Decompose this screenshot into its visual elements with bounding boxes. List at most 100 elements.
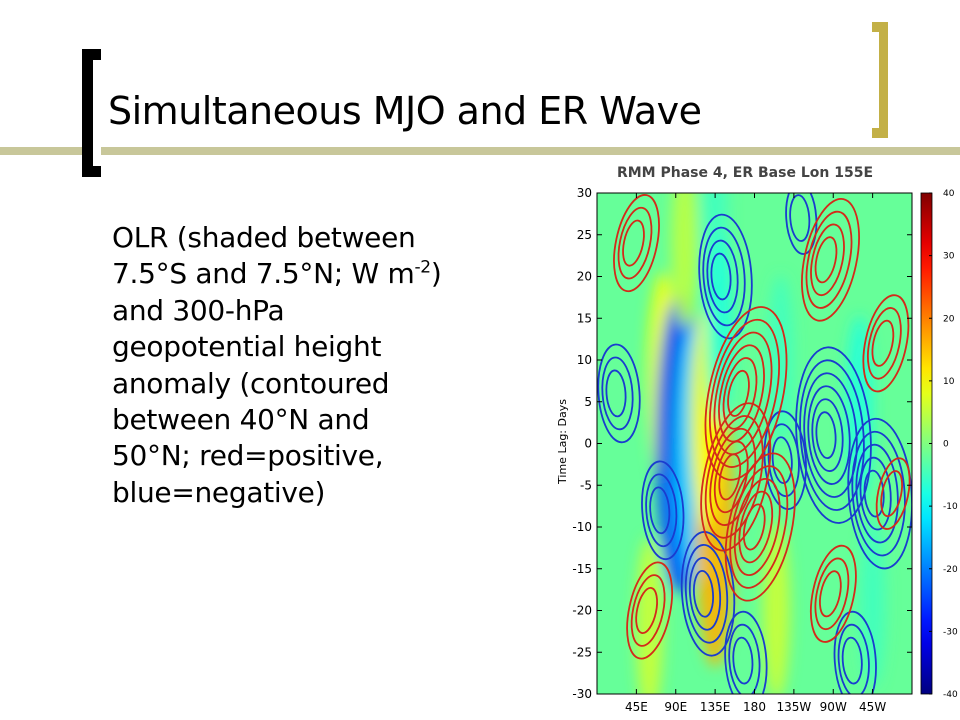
body-line: OLR (shaded between: [112, 221, 416, 254]
positive-height-contour: [713, 331, 773, 456]
positive-height-contour: [880, 470, 903, 518]
slide-title: Simultaneous MJO and ER Wave: [108, 89, 702, 133]
colorbar-tick-label: -20: [943, 565, 958, 575]
negative-height-contour: [763, 410, 807, 511]
negative-height-contour: [641, 460, 685, 561]
body-line: 7.5°S and 7.5°N; W m-2): [112, 257, 442, 291]
negative-height-contour: [684, 543, 729, 644]
negative-height-contour: [692, 569, 715, 618]
x-tick-label: 45W: [859, 700, 886, 714]
body-line: and 300-hPa: [112, 293, 285, 327]
negative-height-contour: [789, 194, 811, 242]
x-tick-label: 90E: [664, 700, 687, 714]
y-tick-label: 20: [577, 270, 592, 284]
positive-height-contour: [809, 544, 857, 643]
negative-height-contour: [785, 193, 818, 255]
positive-height-contour: [718, 453, 742, 501]
negative-height-contour: [597, 343, 641, 444]
colorbar-tick-label: 20: [943, 314, 955, 324]
x-tick-label: 45E: [625, 700, 648, 714]
body-line: 50°N; red=positive,: [112, 439, 384, 473]
y-tick-label: 5: [584, 395, 592, 409]
positive-height-contour: [635, 587, 658, 634]
negative-height-contour: [649, 486, 671, 535]
positive-height-contour: [810, 223, 845, 297]
negative-height-contour: [728, 623, 761, 694]
positive-height-contour: [724, 452, 796, 602]
negative-height-contour: [601, 356, 634, 431]
negative-height-contour: [605, 369, 627, 418]
body-line: between 40°N and: [112, 403, 370, 437]
positive-height-contour: [871, 319, 895, 367]
superscript: -2: [414, 258, 431, 279]
olr-shading: [635, 193, 886, 694]
positive-height-contour: [801, 198, 860, 322]
olr-anomaly: [762, 520, 790, 694]
positive-height-contour: [814, 236, 838, 284]
positive-height-contour: [622, 219, 645, 267]
y-tick-label: 25: [577, 228, 592, 242]
y-tick-label: -20: [572, 604, 592, 618]
positive-height-contour: [805, 210, 853, 309]
y-tick-label: -10: [572, 520, 592, 534]
negative-height-contour: [706, 239, 739, 314]
positive-height-contour: [742, 503, 766, 551]
colorbar-tick-label: 30: [943, 252, 955, 262]
positive-height-contour: [875, 457, 911, 530]
positive-height-contour: [727, 369, 750, 417]
negative-height-contour: [833, 610, 877, 694]
x-tick-label: 180: [743, 700, 766, 714]
x-tick-label: 135E: [700, 700, 731, 714]
positive-height-contour: [630, 574, 666, 647]
y-axis-label: Time Lag: Days: [556, 399, 569, 485]
colorbar-tick-label: -40: [943, 690, 958, 700]
negative-height-contour: [698, 213, 753, 340]
colorbar-tick-label: -10: [943, 502, 958, 512]
negative-height-contour: [724, 610, 768, 694]
positive-height-contour: [700, 402, 772, 552]
negative-height-contour: [803, 372, 858, 498]
colorbar-tick-label: 40: [943, 189, 955, 199]
y-tick-label: -30: [572, 687, 592, 701]
positive-height-contour: [722, 357, 758, 430]
olr-anomaly: [671, 193, 698, 329]
y-tick-label: 0: [584, 437, 592, 451]
chart-title: RMM Phase 4, ER Base Lon 155E: [616, 165, 874, 181]
body-line: anomaly (contoured: [112, 366, 390, 400]
positive-height-contour: [862, 294, 910, 393]
slide-body-text: OLR (shaded between 7.5°S and 7.5°N; W m…: [112, 220, 552, 511]
x-tick-label: 90W: [820, 700, 847, 714]
negative-height-contour: [855, 443, 899, 544]
body-line: blue=negative): [112, 475, 326, 509]
positive-height-contour: [718, 344, 765, 443]
colorbar-tick-label: 10: [943, 377, 955, 387]
negative-height-contour: [732, 636, 754, 685]
y-tick-label: 15: [577, 311, 592, 325]
y-tick-label: 30: [577, 186, 592, 200]
colorbar-tick-label: -30: [943, 627, 958, 637]
plot-area: [597, 193, 912, 694]
positive-height-contour: [617, 206, 653, 280]
negative-height-contour: [710, 252, 732, 301]
positive-height-contour: [709, 318, 780, 468]
positive-height-contour: [709, 427, 757, 526]
negative-height-contour: [807, 385, 851, 485]
x-tick-label: 135W: [776, 700, 811, 714]
negative-height-contour: [859, 456, 892, 531]
positive-height-contour: [819, 570, 842, 618]
negative-height-contour: [815, 411, 837, 460]
negative-height-contour: [799, 359, 865, 511]
positive-height-contour: [704, 306, 788, 481]
y-tick-label: -5: [580, 478, 592, 492]
colorbar-tick-label: 0: [943, 440, 949, 450]
negative-height-contour: [688, 556, 722, 631]
positive-height-contour: [704, 415, 764, 539]
body-line: geopotential height: [112, 330, 382, 364]
positive-height-contour: [626, 561, 674, 660]
y-tick-label: 10: [577, 353, 592, 367]
negative-height-contour: [851, 430, 906, 557]
title-accent-bar: [0, 147, 960, 155]
negative-height-contour: [837, 623, 870, 694]
positive-height-contour: [713, 440, 749, 514]
